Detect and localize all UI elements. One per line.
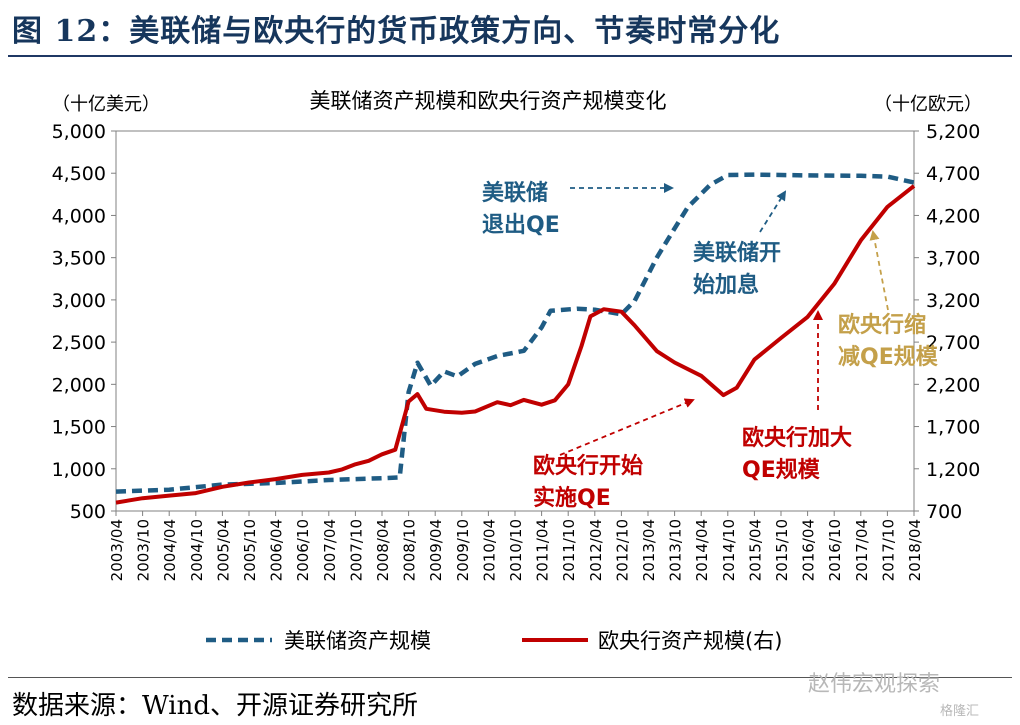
annotation-arrow [869, 230, 889, 311]
x-tick-label: 2010/04 [480, 519, 498, 581]
series-layer [115, 172, 916, 505]
x-tick-label: 2007/04 [321, 519, 339, 581]
x-tick-label: 2014/04 [693, 519, 711, 581]
x-tick-label: 2012/10 [613, 519, 631, 581]
y-left-tick-label: 5,000 [52, 121, 106, 143]
figure-title: 图 12：美联储与欧央行的货币政策方向、节奏时常分化 [12, 14, 781, 49]
title-rule [8, 55, 1012, 57]
source-note: 数据来源：Wind、开源证券研究所 [12, 691, 418, 721]
x-tick-label: 2006/10 [294, 519, 312, 581]
y-left-tick-label: 3,500 [52, 248, 106, 270]
legend: 美联储资产规模 欧央行资产规模(右) [206, 629, 782, 653]
x-tick-label: 2010/10 [507, 519, 525, 581]
axes: 5,000 4,500 4,000 3,500 3,000 2,500 2,000 1,500… [52, 121, 981, 581]
y-right-tick-label: 3,200 [926, 290, 980, 312]
x-tick-label: 2013/04 [640, 519, 658, 581]
y-right-tick-label: 3,700 [926, 248, 980, 270]
bottom-rule [8, 677, 1012, 678]
annotation-text: 美联储 [482, 180, 548, 206]
x-tick-label: 2005/04 [214, 519, 232, 581]
y-right-tick-label: 2,700 [926, 332, 980, 354]
annotation-ecb-expand-qe: 欧央行加大 QE规模 [742, 310, 852, 483]
watermark-logo: 格隆汇 [940, 704, 980, 719]
x-tick-label: 2004/10 [188, 519, 206, 581]
x-tick-label: 2007/10 [347, 519, 365, 581]
x-tick-label: 2003/04 [108, 519, 126, 581]
y-right-tick-label: 4,200 [926, 205, 980, 227]
y-left-tick-label: 500 [70, 501, 106, 523]
annotation-text: 欧央行加大 [742, 425, 852, 451]
x-tick-label: 2011/10 [560, 519, 578, 581]
annotation-text: 减QE规模 [838, 344, 939, 370]
y-left-unit: （十亿美元） [52, 94, 160, 115]
y-left-tick-label: 3,000 [52, 290, 106, 312]
y-right-tick-label: 5,200 [926, 121, 980, 143]
y-right-tick-label: 2,200 [926, 374, 980, 396]
x-tick-label: 2017/04 [853, 519, 871, 581]
chart-title: 美联储资产规模和欧央行资产规模变化 [310, 89, 667, 113]
x-tick-label: 2004/04 [161, 519, 179, 581]
x-tick-label: 2013/10 [667, 519, 685, 581]
y-right-tick-label: 1,700 [926, 417, 980, 439]
annotation-text: QE规模 [742, 458, 821, 483]
x-tick-label: 2015/10 [773, 519, 791, 581]
annotation-text: 欧央行开始 [533, 453, 643, 479]
x-tick-label: 2016/10 [826, 519, 844, 581]
y-right-tick-label: 700 [926, 501, 962, 523]
ecb-series-line [115, 184, 916, 505]
x-tick-label: 2015/04 [746, 519, 764, 581]
x-tick-label: 2008/04 [374, 519, 392, 581]
y-left-tick-label: 4,000 [52, 205, 106, 227]
annotation-text: 实施QE [533, 485, 611, 511]
x-tick-label: 2017/10 [879, 519, 897, 581]
x-tick-label: 2018/04 [906, 519, 924, 581]
y-right-tick-label: 1,200 [926, 459, 980, 481]
x-tick-label: 2011/04 [534, 519, 552, 581]
x-tick-label: 2005/10 [241, 519, 259, 581]
y-left-tick-label: 1,500 [52, 417, 106, 439]
y-left-tick-label: 1,000 [52, 459, 106, 481]
annotation-text: 退出QE [482, 213, 560, 238]
x-tick-label: 2016/04 [800, 519, 818, 581]
x-tick-label: 2014/10 [720, 519, 738, 581]
annotation-text: 美联储开 [693, 240, 781, 266]
x-tick-label: 2003/10 [135, 519, 153, 581]
x-tick-label: 2006/04 [268, 519, 286, 581]
x-tick-label: 2008/10 [401, 519, 419, 581]
annotation-text: 欧央行缩 [838, 312, 926, 338]
y-left-tick-label: 4,500 [52, 163, 106, 185]
y-left-tick-label: 2,500 [52, 332, 106, 354]
legend-fed-label: 美联储资产规模 [284, 629, 431, 653]
fed-series-line [115, 172, 915, 494]
watermark: 赵伟宏观探索 [808, 672, 941, 697]
annotation-arrow [759, 190, 787, 233]
annotation-arrow [559, 398, 695, 456]
y-right-unit: （十亿欧元） [874, 94, 982, 115]
y-right-tick-label: 4,700 [926, 163, 980, 185]
annotation-text: 始加息 [693, 272, 759, 298]
x-tick-label: 2009/04 [427, 519, 445, 581]
x-tick-label: 2009/10 [454, 519, 472, 581]
legend-ecb-label: 欧央行资产规模(右) [598, 629, 782, 653]
y-left-tick-label: 2,000 [52, 374, 106, 396]
x-tick-label: 2012/04 [587, 519, 605, 581]
